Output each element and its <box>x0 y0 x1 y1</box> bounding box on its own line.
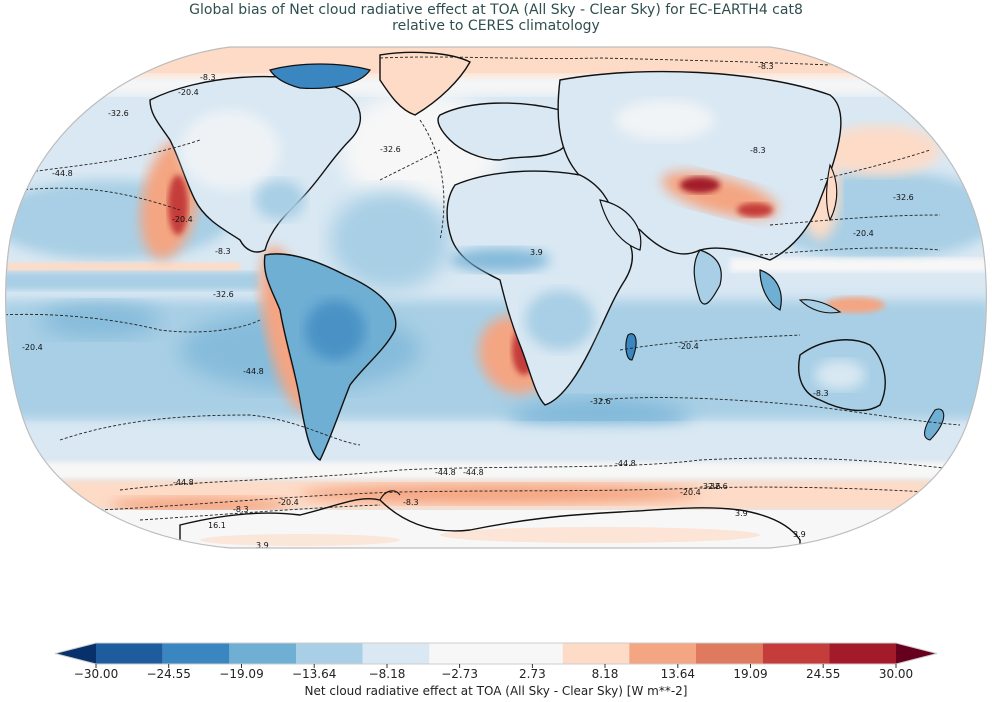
contour-label: -44.8 <box>435 468 456 477</box>
india <box>693 249 722 305</box>
colorbar-tick-label: 19.09 <box>733 667 768 681</box>
colorbar-tick-label: 13.64 <box>660 667 695 681</box>
colorbar-tick-label: 8.18 <box>591 667 619 681</box>
contour-label: -32.6 <box>108 109 129 118</box>
contour-label: 3.9 <box>256 541 269 550</box>
contour-label: -20.4 <box>680 488 701 497</box>
contour-label: -8.3 <box>200 73 216 82</box>
contour-label: -32.6 <box>893 193 914 202</box>
contour-label: -8.3 <box>403 498 419 507</box>
contour-label: -20.4 <box>22 343 43 352</box>
contour-label: -20.4 <box>678 342 699 351</box>
map-boundary <box>5 46 987 549</box>
contour-label: -8.3 <box>215 247 231 256</box>
contour-label: -44.8 <box>52 169 73 178</box>
contour-label: -44.8 <box>463 468 484 477</box>
colorbar-extend-max <box>896 643 937 664</box>
contour-label: 16.1 <box>208 521 226 530</box>
contour-label: 3.9 <box>793 530 806 539</box>
colorbar <box>54 642 938 668</box>
antarctica <box>179 497 801 548</box>
plot-title-line-1: Global bias of Net cloud radiative effec… <box>189 2 803 18</box>
map-field <box>5 47 987 548</box>
plot-title-line-2: relative to CERES climatology <box>392 18 600 34</box>
colorbar-tick-label: 2.73 <box>519 667 546 681</box>
contour-label: -32.6 <box>707 482 728 491</box>
colorbar-tick-label: −30.00 <box>73 667 119 681</box>
contour-label: 3.9 <box>735 509 748 518</box>
contour-label: -44.8 <box>173 478 194 487</box>
colorbar-tick-label: −19.09 <box>219 667 264 681</box>
colorbar-label: Net cloud radiative effect at TOA (All S… <box>304 684 688 698</box>
contour-label: -20.4 <box>278 498 299 507</box>
contour-label: -44.8 <box>615 459 636 468</box>
contour-label: -20.4 <box>853 229 874 238</box>
contour-label: -32.6 <box>380 145 401 154</box>
colorbar-tick-label: 24.55 <box>806 667 841 681</box>
contour-label: -32.6 <box>213 290 234 299</box>
contour-label: -8.3 <box>750 146 766 155</box>
colorbar-tick-label: −2.73 <box>441 667 478 681</box>
colorbar-extend-min <box>55 643 96 664</box>
contour-label: -8.3 <box>758 62 774 71</box>
contour-label: -20.4 <box>172 215 193 224</box>
colorbar-tick-label: −24.55 <box>146 667 191 681</box>
colorbar-tick-label: −8.18 <box>368 667 406 681</box>
colorbar-tick-label: 30.00 <box>878 667 914 681</box>
contour-label: -44.8 <box>243 367 264 376</box>
contour-label: -8.3 <box>813 389 829 398</box>
contour-label: -32.6 <box>700 482 721 491</box>
contour-label: 3.9 <box>530 248 543 257</box>
greenland <box>379 51 471 116</box>
contour-label: -8.3 <box>233 505 249 514</box>
contour-labels: -8.3 -20.4 -32.6 -44.8 -20.4 -8.3 -32.6 … <box>22 62 914 550</box>
contour-label: -20.4 <box>178 88 199 97</box>
contour-label: -32.6 <box>590 397 611 406</box>
contour-lines <box>5 56 981 521</box>
europe <box>437 102 574 161</box>
colorbar-tick-label: −13.64 <box>291 667 337 681</box>
